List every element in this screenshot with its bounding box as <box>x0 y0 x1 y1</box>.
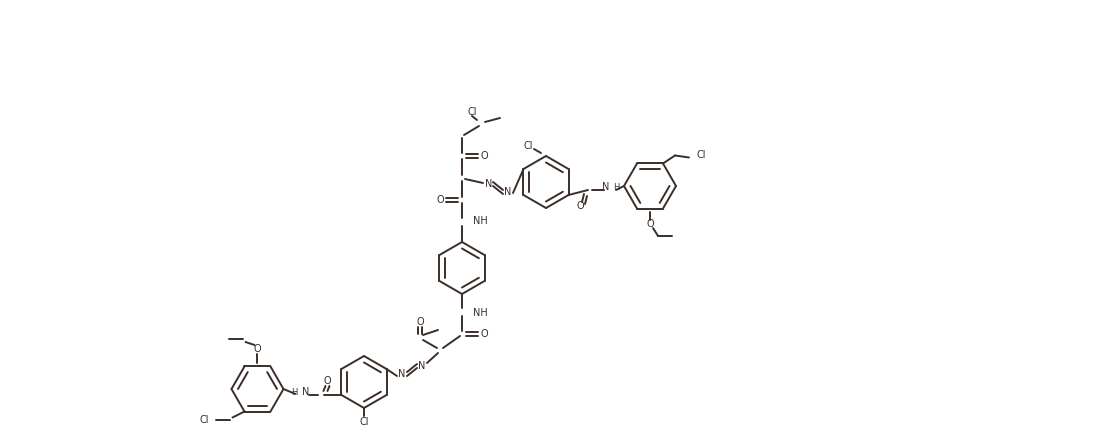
Text: O: O <box>324 376 331 386</box>
Text: Cl: Cl <box>200 415 210 425</box>
Text: N: N <box>418 361 426 371</box>
Text: O: O <box>480 151 488 161</box>
Text: O: O <box>253 344 261 354</box>
Text: H: H <box>613 183 620 191</box>
Text: O: O <box>480 329 488 339</box>
Text: NH: NH <box>473 216 488 226</box>
Text: N: N <box>485 179 493 189</box>
Text: O: O <box>646 219 654 229</box>
Text: N: N <box>505 187 511 197</box>
Text: Cl: Cl <box>697 150 705 160</box>
Text: Cl: Cl <box>523 141 533 151</box>
Text: Cl: Cl <box>467 107 477 117</box>
Text: Cl: Cl <box>359 417 369 427</box>
Text: O: O <box>437 195 444 205</box>
Text: N: N <box>302 387 309 397</box>
Text: H: H <box>291 388 297 396</box>
Text: N: N <box>398 369 406 379</box>
Text: N: N <box>602 182 610 192</box>
Text: O: O <box>416 317 423 327</box>
Text: O: O <box>576 201 584 211</box>
Text: NH: NH <box>473 308 488 318</box>
